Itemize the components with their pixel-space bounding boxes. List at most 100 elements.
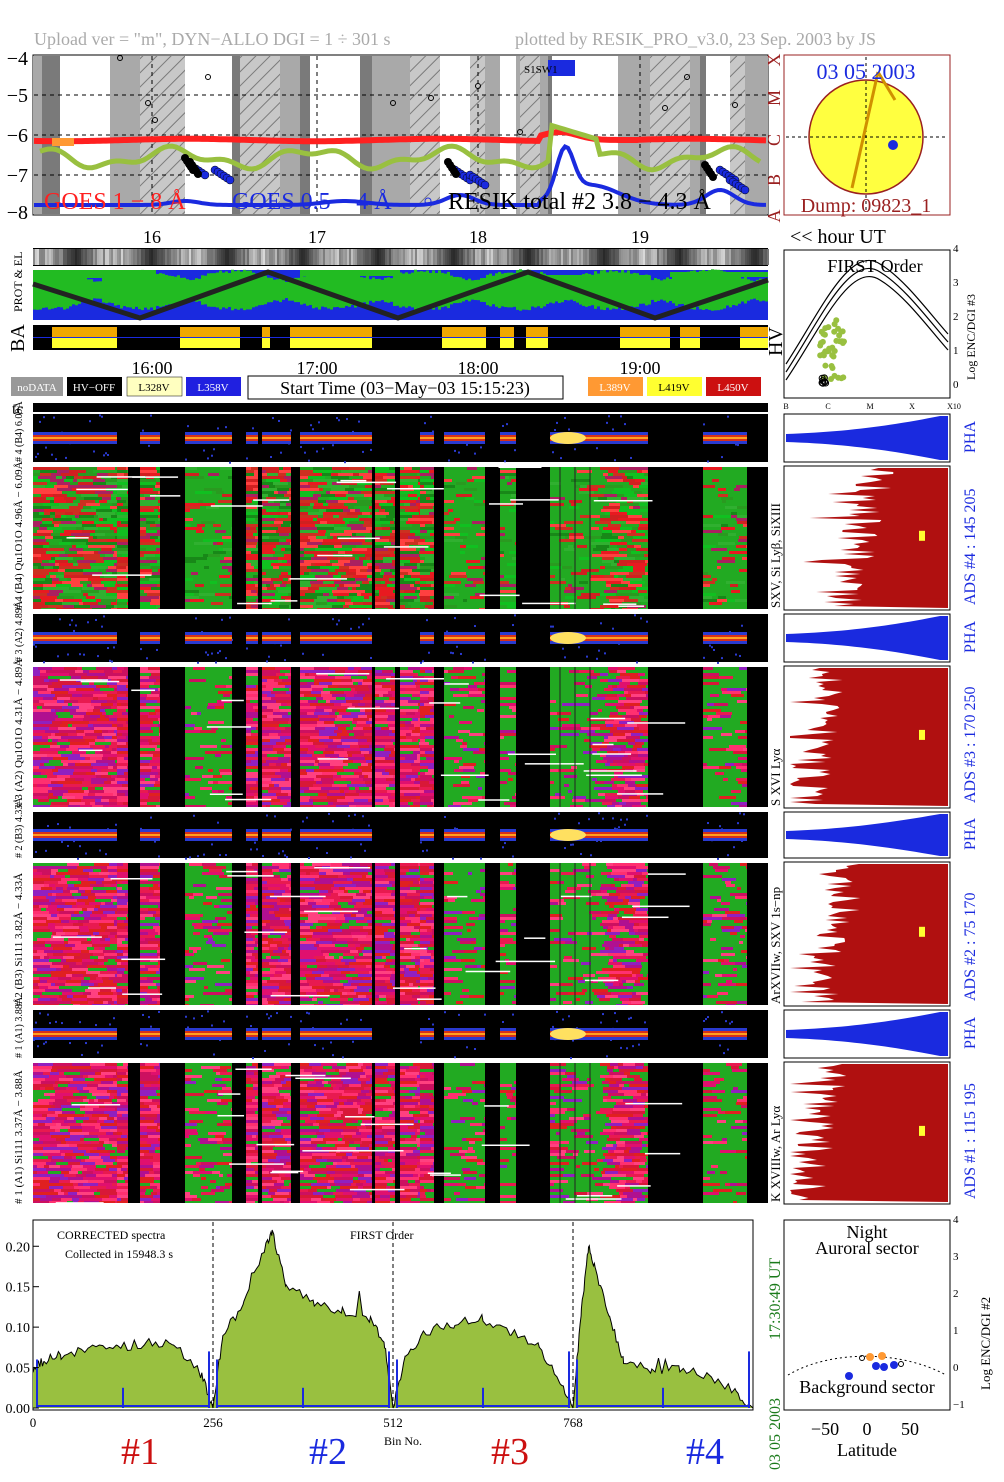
heatmap-cell — [711, 548, 727, 551]
heatmap-cell — [444, 473, 449, 476]
heatmap-cell — [204, 566, 209, 569]
prot-gray-cell — [357, 249, 359, 265]
heatmap-white-line — [237, 603, 272, 605]
heatmap-cell — [102, 485, 112, 488]
heatmap-cell — [140, 515, 151, 518]
heatmap-cell — [463, 569, 472, 572]
heatmap-cell — [69, 467, 73, 470]
heatmap-cell — [107, 694, 117, 697]
heatmap-cell — [246, 473, 254, 476]
sun-position-panel: 03 05 2003 Dump: 09823_1 — [784, 55, 950, 217]
heatmap-cell — [463, 557, 481, 560]
prot-gray-cell — [657, 249, 659, 265]
heatmap-cell — [353, 473, 359, 476]
heatmap-cell — [379, 593, 392, 596]
heatmap-cell — [69, 802, 85, 805]
heatmap-cell — [140, 470, 144, 473]
prot-gray-cell — [51, 249, 53, 265]
heatmap-cell — [703, 566, 717, 569]
heatmap-cell — [117, 599, 128, 602]
heatmap-cell — [140, 527, 146, 530]
heatmap-cell — [410, 584, 414, 587]
heatmap-cell — [281, 766, 291, 769]
prot-gray-cell — [693, 249, 695, 265]
pha-noise-pixel — [338, 620, 340, 622]
heatmap-cell — [105, 533, 117, 536]
prot-gray-cell — [443, 249, 445, 265]
heatmap-cell — [400, 602, 408, 605]
heatmap-cell — [185, 485, 192, 488]
heatmap-cell — [50, 778, 65, 781]
heatmap-cell — [349, 605, 365, 608]
heatmap-cell — [334, 527, 351, 530]
first-order-point — [820, 351, 826, 357]
prot-green-cell — [666, 277, 669, 302]
heatmap-cell — [444, 491, 461, 494]
pha-noise-pixel — [737, 444, 739, 446]
heatmap-cell — [88, 545, 105, 548]
heatmap-cell — [738, 539, 747, 542]
heatmap-cell — [223, 602, 232, 605]
prot-green-band — [300, 270, 400, 276]
heatmap-cell — [33, 587, 43, 590]
heatmap-cell — [742, 596, 747, 599]
heatmap-cell — [350, 509, 355, 512]
prot-gray-cell — [695, 249, 697, 265]
heatmap-cell — [637, 518, 648, 521]
heatmap-cell — [126, 536, 128, 539]
heatmap-cell — [185, 551, 202, 554]
heatmap-cell — [432, 521, 434, 524]
heatmap-cell — [394, 494, 395, 497]
heatmap-cell — [420, 467, 434, 470]
heatmap-cell — [231, 530, 232, 533]
heatmap-cell — [108, 730, 114, 733]
heatmap-cell — [621, 581, 630, 584]
heatmap-cell — [78, 473, 97, 476]
heatmap-cell — [109, 715, 117, 718]
heatmap-cell — [345, 602, 353, 605]
hv-strip — [33, 325, 768, 350]
heatmap-cell — [45, 578, 52, 581]
heatmap-cell — [505, 476, 509, 479]
heatmap-cell — [280, 769, 288, 772]
heatmap-cell — [262, 530, 276, 533]
heatmap-cell — [33, 790, 48, 793]
heatmap-cell — [565, 578, 569, 581]
heatmap-cell — [285, 548, 291, 551]
prot-gray-cell — [677, 249, 679, 265]
heatmap-cell — [214, 566, 222, 569]
heatmap-cell — [420, 512, 429, 515]
heatmap-cell — [550, 575, 555, 578]
heatmap-cell — [420, 605, 425, 608]
goes-class-label: M — [764, 90, 784, 106]
heatmap-cell — [45, 715, 58, 718]
heatmap-cell — [48, 736, 61, 739]
heatmap-cell — [215, 518, 222, 521]
heatmap-cell — [444, 554, 454, 557]
heatmap-cell — [91, 700, 107, 703]
heatmap-cell — [458, 563, 466, 566]
heatmap-cell — [262, 557, 278, 560]
heatmap-cell — [343, 509, 350, 512]
heatmap-cell — [444, 488, 454, 491]
heatmap-cell — [711, 512, 725, 515]
prot-gray-cell — [541, 249, 543, 265]
pha-band-core — [140, 437, 160, 439]
heatmap-cell — [712, 488, 718, 491]
time-label: 16:00 — [131, 358, 172, 378]
heatmap-cell — [375, 491, 382, 494]
heatmap-cell — [329, 593, 333, 596]
heatmap-cell — [604, 494, 617, 497]
heatmap-cell — [55, 563, 59, 566]
prot-gray-cell — [333, 249, 335, 265]
prot-gray-cell — [573, 249, 575, 265]
prot-green-cell — [123, 274, 126, 306]
prot-gray-cell — [251, 249, 253, 265]
heatmap-cell — [230, 575, 232, 578]
goes-class-label: C — [764, 134, 784, 146]
heatmap-cell — [106, 593, 117, 596]
heatmap-cell — [726, 488, 734, 491]
heatmap-cell — [53, 748, 66, 751]
heatmap-cell — [72, 518, 76, 521]
heatmap-cell — [300, 470, 313, 473]
